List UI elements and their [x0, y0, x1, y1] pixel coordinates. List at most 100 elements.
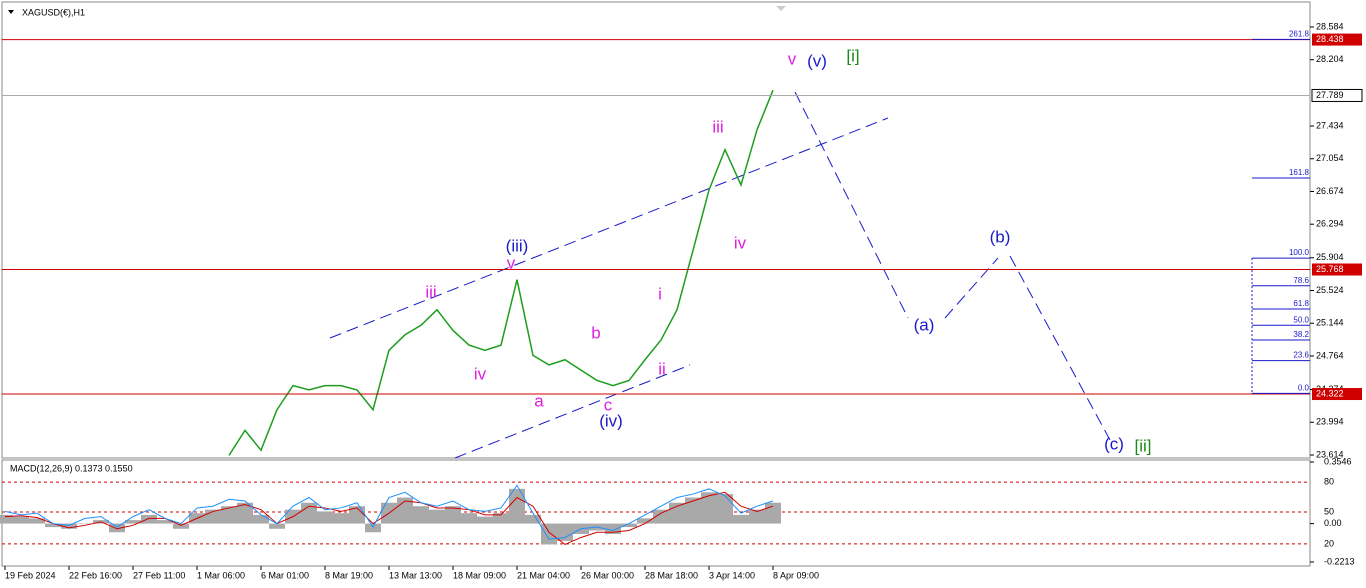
macd-title: MACD(12,26,9) 0.1373 0.1550: [10, 463, 133, 473]
y-tick-label: 25.524: [1316, 285, 1344, 295]
macd-bar: [685, 497, 701, 524]
wave-label: a: [534, 391, 544, 410]
macd-bar: [109, 523, 125, 533]
x-tick-label: 6 Mar 01:00: [261, 570, 309, 580]
wave-label: iii: [712, 117, 723, 136]
x-tick-label: 21 Mar 04:00: [517, 570, 570, 580]
y-tick-label: 26.674: [1316, 186, 1344, 196]
macd-bar: [29, 518, 45, 524]
macd-bar: [317, 511, 333, 524]
macd-bar: [733, 514, 749, 524]
current-price-label: 27.789: [1316, 90, 1344, 100]
x-tick-label: 18 Mar 09:00: [453, 570, 506, 580]
y-tick-label: 28.204: [1316, 54, 1344, 64]
macd-bar: [413, 506, 429, 524]
wave-label: i: [658, 284, 662, 303]
wave-label: b: [591, 323, 600, 342]
price-panel: [1, 1, 1311, 459]
macd-bar: [701, 492, 717, 524]
y-tick-label: 27.434: [1316, 120, 1344, 130]
macd-bar: [717, 494, 733, 524]
macd-bar: [77, 523, 93, 525]
y-tick-label: 25.904: [1316, 252, 1344, 262]
level-box: [1312, 263, 1362, 276]
macd-bar: [493, 513, 509, 524]
wave-label: v: [788, 49, 797, 68]
y-tick-label: 25.144: [1316, 318, 1344, 328]
wave-label: ii: [658, 359, 666, 378]
macd-bar: [653, 509, 669, 524]
wave-label: iii: [425, 282, 436, 301]
macd-bar: [765, 502, 781, 524]
macd-bar: [349, 506, 365, 524]
fib-label: 78.6: [1293, 276, 1309, 285]
wave-label: [i]: [846, 46, 859, 65]
macd-bar: [45, 523, 61, 528]
x-tick-label: 28 Mar 18:00: [645, 570, 698, 580]
macd-bar: [461, 513, 477, 524]
level-label: 25.768: [1316, 264, 1344, 274]
macd-bar: [253, 514, 269, 524]
x-tick-label: 27 Feb 11:00: [133, 570, 185, 580]
y-tick-label: 0.00: [1324, 518, 1342, 528]
y-tick-label: 28.584: [1316, 21, 1344, 31]
macd-bar: [429, 509, 445, 524]
level-box: [1312, 388, 1362, 401]
macd-line: [4, 491, 774, 545]
macd-bar: [509, 488, 525, 524]
x-tick-label: 26 Mar 00:00: [581, 570, 634, 580]
macd-bar: [749, 509, 765, 524]
x-tick-label: 8 Apr 09:00: [773, 570, 819, 580]
x-tick-label: 8 Mar 19:00: [325, 570, 373, 580]
macd-bar: [269, 523, 285, 529]
macd-bar: [301, 502, 317, 524]
y-tick-label: 23.994: [1316, 417, 1344, 427]
macd-line: [4, 484, 774, 540]
wave-label: (iii): [506, 236, 529, 255]
wave-label: [ii]: [1135, 436, 1152, 455]
chart-title: XAGUSD(€),H1: [22, 7, 85, 17]
fib-label: 161.8: [1289, 168, 1310, 177]
wave-label: iv: [734, 233, 747, 252]
macd-bar: [477, 516, 493, 524]
macd-bar: [333, 513, 349, 524]
y-tick-label: 20: [1324, 538, 1334, 548]
y-tick-label: 80: [1324, 476, 1334, 486]
macd-bar: [525, 514, 541, 524]
x-tick-label: 1 Mar 06:00: [197, 570, 245, 580]
level-label: 28.438: [1316, 34, 1344, 44]
scroll-marker: [776, 6, 786, 11]
fib-label: 50.0: [1293, 315, 1309, 324]
fib-label: 38.2: [1293, 330, 1309, 339]
wave-drawings: [329, 91, 1111, 459]
channel-upper: [329, 117, 889, 339]
y-tick-label: 23.614: [1316, 449, 1344, 459]
channel-lower: [454, 364, 691, 459]
wave-label: (v): [807, 51, 827, 70]
macd-bar: [0, 514, 13, 524]
macd-bar: [541, 523, 557, 545]
macd-bar: [445, 506, 461, 524]
macd-bar: [237, 502, 253, 524]
x-tick-label: 13 Mar 13:00: [389, 570, 442, 580]
macd-bar: [61, 523, 77, 529]
macd-bar: [637, 518, 653, 524]
macd-bar: [125, 520, 141, 524]
wave-label: (a): [914, 315, 935, 334]
wave-label: (b): [990, 227, 1011, 246]
fib-label: 61.8: [1293, 299, 1309, 308]
macd-bar: [13, 516, 29, 524]
macd-bar: [621, 523, 637, 528]
fib-label: 23.6: [1293, 351, 1309, 360]
y-tick-label: 50: [1324, 506, 1334, 516]
level-box: [1312, 33, 1362, 46]
menu-arrow[interactable]: [8, 10, 14, 14]
wave-label: c: [604, 395, 613, 414]
fib-label: 0.0: [1298, 383, 1310, 392]
fib-label: 100.0: [1289, 248, 1310, 257]
price-line: [228, 89, 774, 456]
y-tick-label: -0.2213: [1324, 556, 1355, 566]
projection: [794, 91, 1111, 441]
y-tick-label: 27.054: [1316, 153, 1344, 163]
